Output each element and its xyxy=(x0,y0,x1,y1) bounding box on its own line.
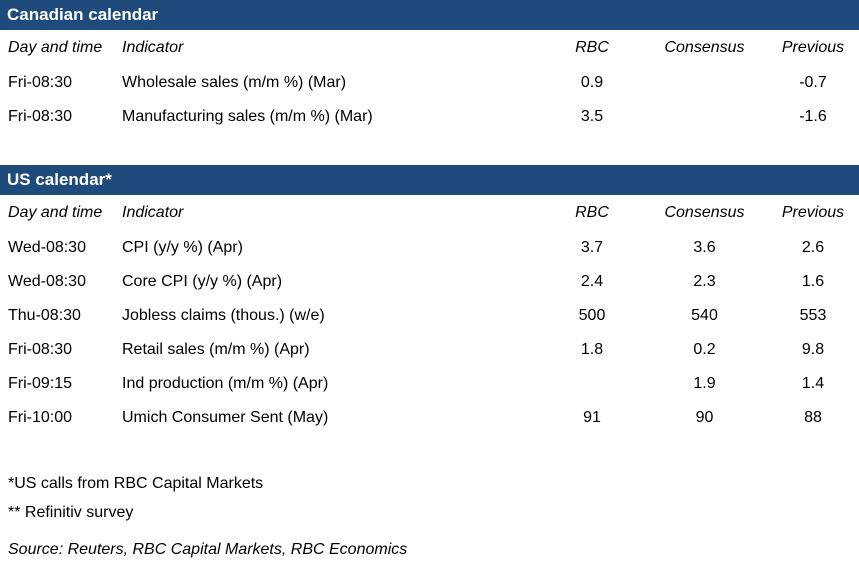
previous-cell: 2.6 xyxy=(801,239,825,256)
table-row: Fri-08:30 Manufacturing sales (m/m %) (Ma… xyxy=(0,100,859,134)
rbc-cell: 3.5 xyxy=(580,108,604,125)
day-cell: Wed-08:30 xyxy=(8,239,86,256)
source-line: Source: Reuters, RBC Capital Markets, RB… xyxy=(8,541,408,558)
us-calendar-table: Day and time Indicator RBC Consensus Pre… xyxy=(0,195,859,435)
day-cell: Fri-08:30 xyxy=(8,74,73,91)
table-row: Fri-08:30 Retail sales (m/m %) (Apr) 1.8 0.… xyxy=(0,333,859,367)
day-cell: Fri-10:00 xyxy=(8,409,73,426)
table-row: Thu-08:30 Jobless claims (thous.) (w/e) 50… xyxy=(0,299,859,333)
consensus-cell: 0.2 xyxy=(693,341,716,358)
column-header-day-and-time: Day and time xyxy=(8,204,103,221)
table-row: Fri-09:15 Ind production (m/m %) (Apr) 1.9… xyxy=(0,367,859,401)
consensus-cell: 3.6 xyxy=(693,239,716,256)
rbc-cell: 91 xyxy=(583,409,601,426)
rbc-cell: 3.7 xyxy=(580,239,604,256)
day-cell: Fri-08:30 xyxy=(8,341,73,358)
indicator-cell: CPI (y/y %) (Apr) xyxy=(122,239,243,256)
consensus-cell: 2.3 xyxy=(693,273,716,290)
previous-cell: -0.7 xyxy=(799,74,827,91)
rbc-cell xyxy=(542,367,642,401)
footnote-refinitiv: ** Refinitiv survey xyxy=(8,504,134,521)
table-row: Fri-08:30 Wholesale sales (m/m %) (Mar) 0.… xyxy=(0,66,859,100)
column-header-consensus: Consensus xyxy=(664,204,745,221)
consensus-cell xyxy=(642,66,767,100)
previous-cell: 88 xyxy=(804,409,822,426)
canadian-calendar-section: Canadian calendar Day and time Indicator… xyxy=(0,0,859,134)
day-cell: Fri-08:30 xyxy=(8,108,73,125)
previous-cell: 9.8 xyxy=(801,341,825,358)
column-header-previous: Previous xyxy=(781,204,845,221)
consensus-cell xyxy=(642,100,767,134)
canadian-calendar-title-bar: Canadian calendar xyxy=(0,0,859,30)
footnotes: *US calls from RBC Capital Markets ** Re… xyxy=(0,475,859,559)
previous-cell: -1.6 xyxy=(799,108,827,125)
canadian-calendar-header-row: Day and time Indicator RBC Consensus Pre… xyxy=(0,30,859,66)
rbc-cell: 0.9 xyxy=(580,74,604,91)
table-row: Wed-08:30 Core CPI (y/y %) (Apr) 2.4 2.3 1.6 xyxy=(0,265,859,299)
indicator-cell: Manufacturing sales (m/m %) (Mar) xyxy=(122,108,373,125)
indicator-cell: Umich Consumer Sent (May) xyxy=(122,409,329,426)
day-cell: Thu-08:30 xyxy=(8,307,81,324)
column-header-indicator: Indicator xyxy=(122,39,184,56)
table-row: Wed-08:30 CPI (y/y %) (Apr) 3.7 3.6 2.6 xyxy=(0,231,859,265)
column-header-indicator: Indicator xyxy=(122,204,184,221)
previous-cell: 1.6 xyxy=(801,273,825,290)
indicator-cell: Ind production (m/m %) (Apr) xyxy=(122,375,329,392)
consensus-cell: 540 xyxy=(691,307,718,324)
us-calendar-header-row: Day and time Indicator RBC Consensus Pre… xyxy=(0,195,859,231)
section-title: Canadian calendar xyxy=(7,5,159,24)
day-cell: Fri-09:15 xyxy=(8,375,73,392)
previous-cell: 1.4 xyxy=(801,375,825,392)
column-header-rbc: RBC xyxy=(575,39,609,56)
indicator-cell: Core CPI (y/y %) (Apr) xyxy=(122,273,283,290)
table-row: Fri-10:00 Umich Consumer Sent (May) 91 90 88 xyxy=(0,401,859,435)
column-header-previous: Previous xyxy=(781,39,845,56)
footnote-us-calls: *US calls from RBC Capital Markets xyxy=(8,475,264,492)
us-calendar-section: US calendar* Day and time Indicator RBC … xyxy=(0,165,859,435)
previous-cell: 553 xyxy=(799,307,827,324)
column-header-rbc: RBC xyxy=(575,204,609,221)
day-cell: Wed-08:30 xyxy=(8,273,86,290)
us-calendar-rows: Wed-08:30 CPI (y/y %) (Apr) 3.7 3.6 2.6 Wed-0… xyxy=(0,231,859,435)
indicator-cell: Wholesale sales (m/m %) (Mar) xyxy=(122,74,347,91)
us-calendar-title-bar: US calendar* xyxy=(0,165,859,195)
canadian-calendar-rows: Fri-08:30 Wholesale sales (m/m %) (Mar) 0.… xyxy=(0,66,859,134)
column-header-consensus: Consensus xyxy=(664,39,745,56)
section-title: US calendar* xyxy=(7,170,112,189)
column-header-day-and-time: Day and time xyxy=(8,39,103,56)
consensus-cell: 90 xyxy=(695,409,714,426)
canadian-calendar-table: Day and time Indicator RBC Consensus Pre… xyxy=(0,30,859,134)
rbc-cell: 2.4 xyxy=(580,273,604,290)
rbc-cell: 1.8 xyxy=(580,341,604,358)
consensus-cell: 1.9 xyxy=(693,375,716,392)
indicator-cell: Retail sales (m/m %) (Apr) xyxy=(122,341,310,358)
indicator-cell: Jobless claims (thous.) (w/e) xyxy=(122,307,325,324)
rbc-cell: 500 xyxy=(578,307,606,324)
